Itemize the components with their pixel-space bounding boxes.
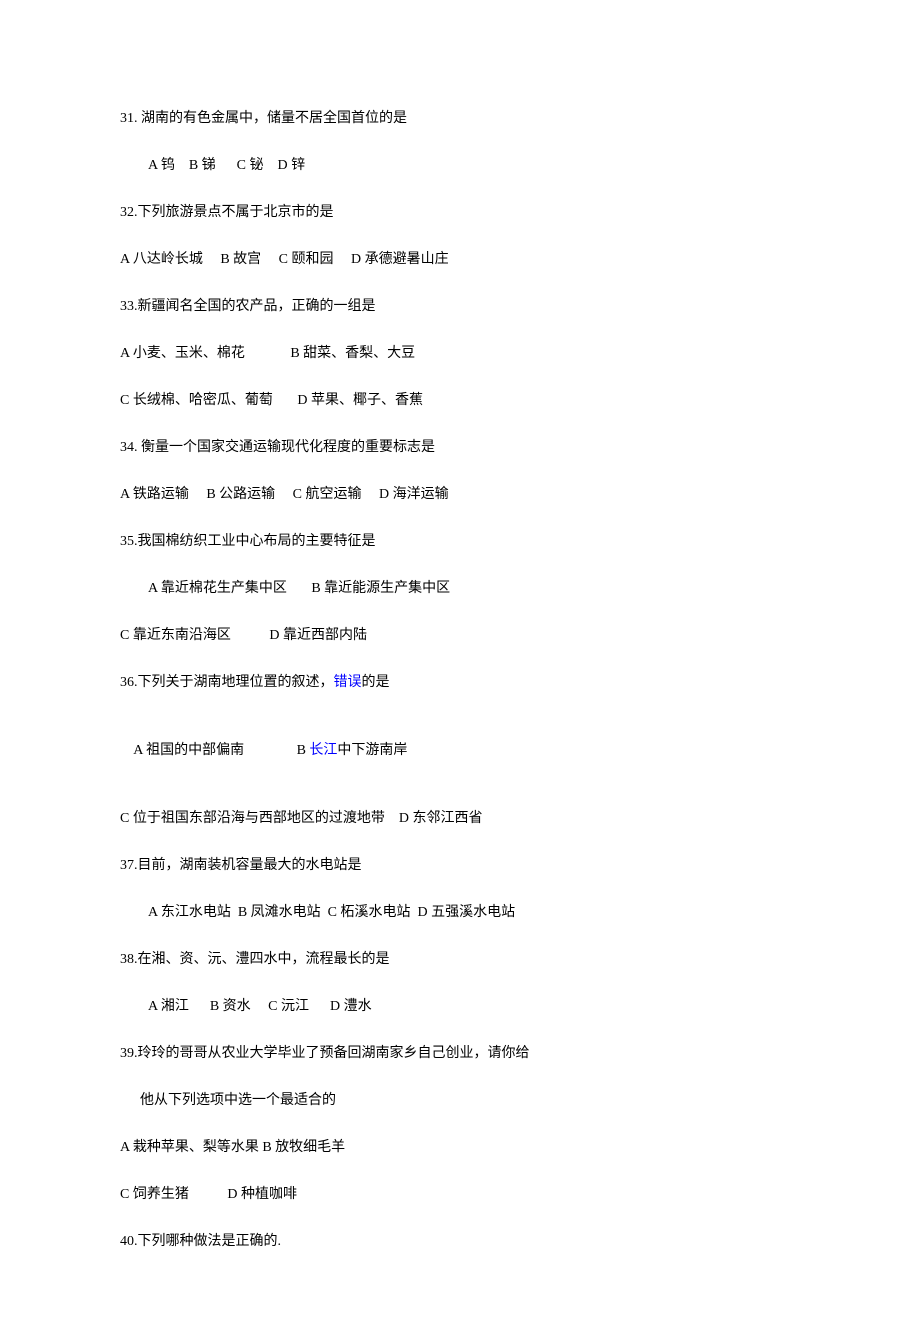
q35-options-row1: A 靠近棉花生产集中区 B 靠近能源生产集中区 xyxy=(120,578,800,599)
exam-page: 31. 湖南的有色金属中，储量不居全国首位的是 A 钨 B 锑 C 铋 D 锌 … xyxy=(0,0,920,1338)
q34-options: A 铁路运输 B 公路运输 C 航空运输 D 海洋运输 xyxy=(120,484,800,505)
q38-options: A 湘江 B 资水 C 沅江 D 澧水 xyxy=(120,996,800,1017)
q36-opts1-c: 中下游南岸 xyxy=(337,743,407,758)
q36-opts1-link: 长江 xyxy=(309,743,337,758)
q33-stem: 33.新疆闻名全国的农产品，正确的一组是 xyxy=(120,296,800,317)
q32-stem: 32.下列旅游景点不属于北京市的是 xyxy=(120,202,800,223)
q32-options: A 八达岭长城 B 故宫 C 颐和园 D 承德避暑山庄 xyxy=(120,249,800,270)
q36-opts1-a: A 祖国的中部偏南 B xyxy=(133,743,309,758)
q36-stem-c: 的是 xyxy=(362,675,390,690)
q31-stem: 31. 湖南的有色金属中，储量不居全国首位的是 xyxy=(120,108,800,129)
q33-options-row2: C 长绒棉、哈密瓜、葡萄 D 苹果、椰子、香蕉 xyxy=(120,390,800,411)
q36-stem-link: 错误 xyxy=(334,675,362,690)
q39-stem-line1: 39.玲玲的哥哥从农业大学毕业了预备回湖南家乡自己创业，请你给 xyxy=(120,1043,800,1064)
q39-options-row2: C 饲养生猪 D 种植咖啡 xyxy=(120,1184,800,1205)
q35-stem: 35.我国棉纺织工业中心布局的主要特征是 xyxy=(120,531,800,552)
q35-options-row2: C 靠近东南沿海区 D 靠近西部内陆 xyxy=(120,625,800,646)
q37-options: A 东江水电站 B 凤滩水电站 C 柘溪水电站 D 五强溪水电站 xyxy=(120,902,800,923)
q37-stem: 37.目前，湖南装机容量最大的水电站是 xyxy=(120,855,800,876)
q31-options: A 钨 B 锑 C 铋 D 锌 xyxy=(120,155,800,176)
q38-stem: 38.在湘、资、沅、澧四水中，流程最长的是 xyxy=(120,949,800,970)
q36-options-row1: A 祖国的中部偏南 B 长江中下游南岸 xyxy=(120,719,800,782)
q39-options-row1: A 栽种苹果、梨等水果 B 放牧细毛羊 xyxy=(120,1137,800,1158)
q40-stem: 40.下列哪种做法是正确的. xyxy=(120,1231,800,1252)
q36-stem: 36.下列关于湖南地理位置的叙述，错误的是 xyxy=(120,672,800,693)
q34-stem: 34. 衡量一个国家交通运输现代化程度的重要标志是 xyxy=(120,437,800,458)
q33-options-row1: A 小麦、玉米、棉花 B 甜菜、香梨、大豆 xyxy=(120,343,800,364)
q36-options-row2: C 位于祖国东部沿海与西部地区的过渡地带 D 东邻江西省 xyxy=(120,808,800,829)
q39-stem-line2: 他从下列选项中选一个最适合的 xyxy=(120,1090,800,1111)
q36-stem-a: 36.下列关于湖南地理位置的叙述， xyxy=(120,675,334,690)
